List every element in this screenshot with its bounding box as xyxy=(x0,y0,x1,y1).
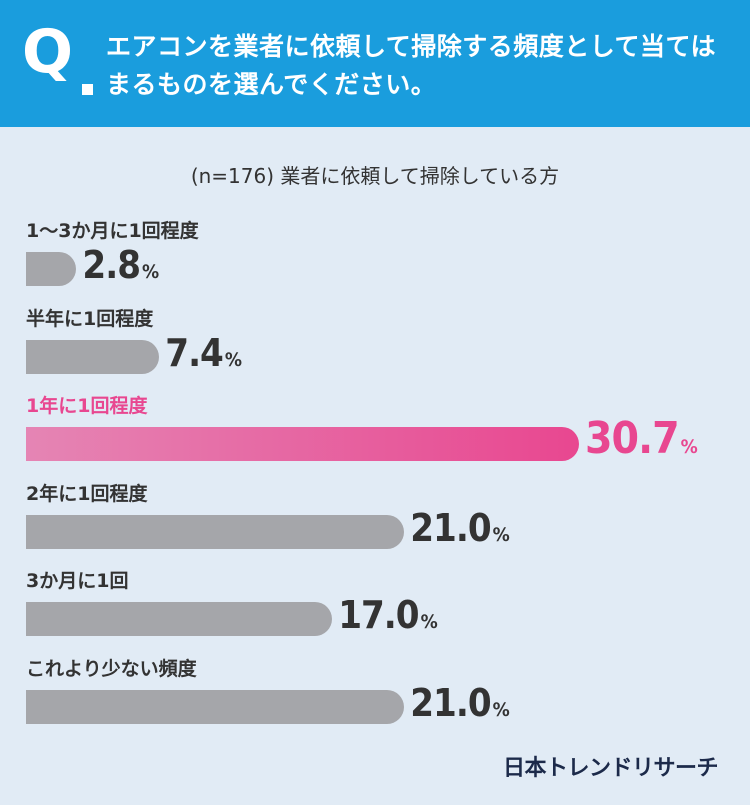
q-mark: Q xyxy=(22,17,74,87)
brand-logo: 日本トレンドリサーチ xyxy=(502,756,719,781)
percent-unit: % xyxy=(420,611,438,633)
value-number: 2.8 xyxy=(82,243,141,287)
category-label: 2年に1回程度 xyxy=(26,482,148,505)
value-label: 17.0% xyxy=(338,593,438,637)
category-label: 1〜3か月に1回程度 xyxy=(26,220,199,242)
chart-subtitle: (n=176) 業者に依頼して掃除している方 xyxy=(190,164,560,188)
category-label: 半年に1回程度 xyxy=(26,307,154,330)
bar xyxy=(26,252,77,286)
category-label: これより少ない頻度 xyxy=(26,657,197,680)
value-number: 21.0 xyxy=(410,505,491,550)
value-number: 21.0 xyxy=(410,680,491,725)
question-header: Q エアコンを業者に依頼して掃除する頻度として当てはまるものを選んでください。 xyxy=(0,0,750,127)
percent-unit: % xyxy=(492,523,510,546)
value-label: 21.0% xyxy=(410,506,510,550)
bar xyxy=(26,339,160,374)
percent-unit: % xyxy=(492,698,510,721)
percent-unit: % xyxy=(141,261,160,283)
value-label: 21.0% xyxy=(410,681,510,725)
bar xyxy=(26,427,579,461)
value-label: 2.8% xyxy=(82,243,159,287)
category-label: 3か月に1回 xyxy=(26,570,129,592)
value-number: 17.0 xyxy=(338,593,419,637)
bar xyxy=(26,689,405,724)
value-label: 7.4% xyxy=(165,331,242,375)
q-dot-icon xyxy=(82,84,93,95)
bar xyxy=(26,514,405,549)
category-label: 1年に1回程度 xyxy=(26,395,148,417)
value-label: 30.7% xyxy=(585,413,698,464)
bar xyxy=(26,602,333,636)
value-number: 30.7 xyxy=(585,413,680,464)
percent-unit: % xyxy=(224,348,242,371)
question-text: エアコンを業者に依頼して掃除する頻度として当てはまるものを選んでください。 xyxy=(106,32,717,99)
percent-unit: % xyxy=(680,436,698,458)
value-number: 7.4 xyxy=(165,330,224,375)
